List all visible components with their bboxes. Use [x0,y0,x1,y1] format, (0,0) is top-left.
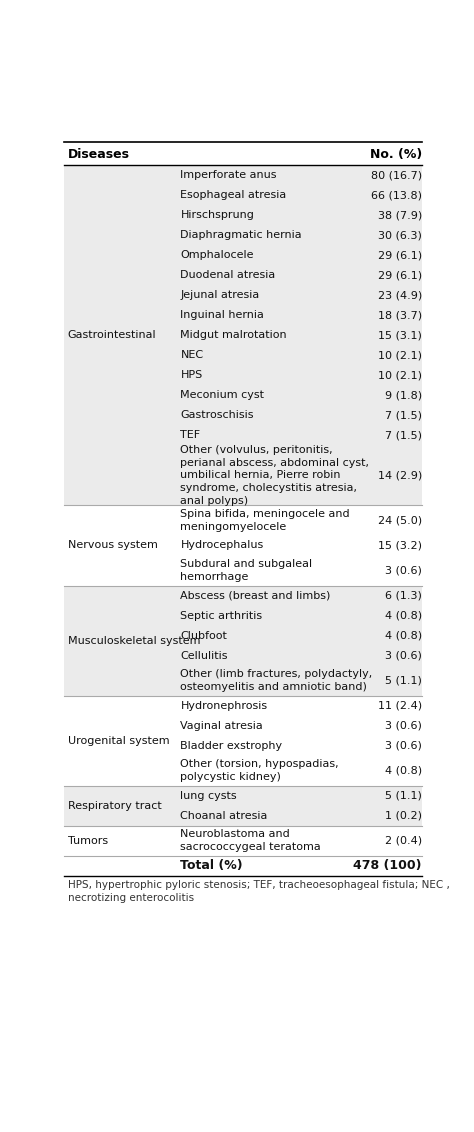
Text: 3 (0.6): 3 (0.6) [385,721,422,730]
Text: 80 (16.7): 80 (16.7) [371,170,422,180]
Text: Musculoskeletal system: Musculoskeletal system [68,635,200,645]
Text: Diseases: Diseases [68,148,129,161]
Text: 4 (0.8): 4 (0.8) [385,631,422,641]
Text: 3 (0.6): 3 (0.6) [385,651,422,661]
Text: TEF: TEF [181,430,201,440]
Text: necrotizing enterocolitis: necrotizing enterocolitis [68,893,194,902]
Text: Bladder exstrophy: Bladder exstrophy [181,740,283,751]
Text: Imperforate anus: Imperforate anus [181,170,277,180]
Text: 10 (2.1): 10 (2.1) [378,350,422,360]
Text: 38 (7.9): 38 (7.9) [378,211,422,220]
Text: 9 (1.8): 9 (1.8) [385,391,422,401]
Bar [64,856,422,876]
Text: NEC: NEC [181,350,204,360]
Text: 29 (6.1): 29 (6.1) [378,250,422,260]
Text: Hydronephrosis: Hydronephrosis [181,701,268,711]
Text: Cellulitis: Cellulitis [181,651,228,661]
Text: Diaphragmatic hernia: Diaphragmatic hernia [181,230,302,240]
Text: Choanal atresia: Choanal atresia [181,811,268,821]
Text: 11 (2.4): 11 (2.4) [378,701,422,711]
Text: Gastrointestinal: Gastrointestinal [68,331,156,341]
Text: Urogenital system: Urogenital system [68,736,169,746]
Text: 4 (0.8): 4 (0.8) [385,610,422,620]
Text: HPS, hypertrophic pyloric stenosis; TEF, tracheoesophageal fistula; NEC ,: HPS, hypertrophic pyloric stenosis; TEF,… [68,881,449,891]
Text: Other (limb fractures, polydactyly,
osteomyelitis and amniotic band): Other (limb fractures, polydactyly, oste… [181,669,373,692]
Text: 15 (3.1): 15 (3.1) [378,331,422,341]
Text: Neuroblastoma and
sacrococcygeal teratoma: Neuroblastoma and sacrococcygeal teratom… [181,830,321,852]
Bar [64,506,422,585]
Text: 29 (6.1): 29 (6.1) [378,271,422,281]
Text: 5 (1.1): 5 (1.1) [385,676,422,686]
Text: Midgut malrotation: Midgut malrotation [181,331,287,341]
Text: Esophageal atresia: Esophageal atresia [181,190,287,200]
Text: lung cysts: lung cysts [181,791,237,800]
Text: 7 (1.5): 7 (1.5) [385,430,422,440]
Text: 2 (0.4): 2 (0.4) [385,835,422,846]
Text: 24 (5.0): 24 (5.0) [378,515,422,525]
Text: 10 (2.1): 10 (2.1) [378,370,422,380]
Text: 30 (6.3): 30 (6.3) [378,230,422,240]
Text: Total (%): Total (%) [181,859,243,873]
Text: 15 (3.2): 15 (3.2) [378,540,422,550]
Text: Other (volvulus, peritonitis,
perianal abscess, abdominal cyst,
umbilical hernia: Other (volvulus, peritonitis, perianal a… [181,445,369,506]
Text: Hydrocephalus: Hydrocephalus [181,540,264,550]
Text: Nervous system: Nervous system [68,540,157,550]
Text: 4 (0.8): 4 (0.8) [385,765,422,775]
Text: Septic arthritis: Septic arthritis [181,610,263,620]
Text: 5 (1.1): 5 (1.1) [385,791,422,800]
Text: 66 (13.8): 66 (13.8) [371,190,422,200]
Text: 478 (100): 478 (100) [354,859,422,873]
Text: HPS: HPS [181,370,203,380]
Text: Subdural and subgaleal
hemorrhage: Subdural and subgaleal hemorrhage [181,559,312,582]
Text: 6 (1.3): 6 (1.3) [385,591,422,601]
Text: 7 (1.5): 7 (1.5) [385,411,422,420]
Text: Duodenal atresia: Duodenal atresia [181,271,276,281]
Text: Abscess (breast and limbs): Abscess (breast and limbs) [181,591,331,601]
Text: Gastroschisis: Gastroschisis [181,411,254,420]
Bar [64,585,422,696]
Text: Meconium cyst: Meconium cyst [181,391,264,401]
Text: 3 (0.6): 3 (0.6) [385,566,422,575]
Text: Hirschsprung: Hirschsprung [181,211,255,220]
Text: 1 (0.2): 1 (0.2) [385,811,422,821]
Text: Respiratory tract: Respiratory tract [68,800,161,811]
Text: Inguinal hernia: Inguinal hernia [181,310,264,320]
Text: No. (%): No. (%) [370,148,422,161]
Text: 14 (2.9): 14 (2.9) [378,471,422,480]
Text: 23 (4.9): 23 (4.9) [378,290,422,300]
Bar [64,165,422,506]
Bar [64,696,422,786]
Bar [64,786,422,825]
Text: 3 (0.6): 3 (0.6) [385,740,422,751]
Text: 18 (3.7): 18 (3.7) [378,310,422,320]
Text: Omphalocele: Omphalocele [181,250,254,260]
Text: Spina bifida, meningocele and
meningomyelocele: Spina bifida, meningocele and meningomye… [181,509,350,532]
Text: Other (torsion, hypospadias,
polycystic kidney): Other (torsion, hypospadias, polycystic … [181,760,339,782]
Text: Clubfoot: Clubfoot [181,631,228,641]
Text: Vaginal atresia: Vaginal atresia [181,721,263,730]
Text: Jejunal atresia: Jejunal atresia [181,290,260,300]
Text: Tumors: Tumors [68,835,108,846]
Bar [64,825,422,856]
